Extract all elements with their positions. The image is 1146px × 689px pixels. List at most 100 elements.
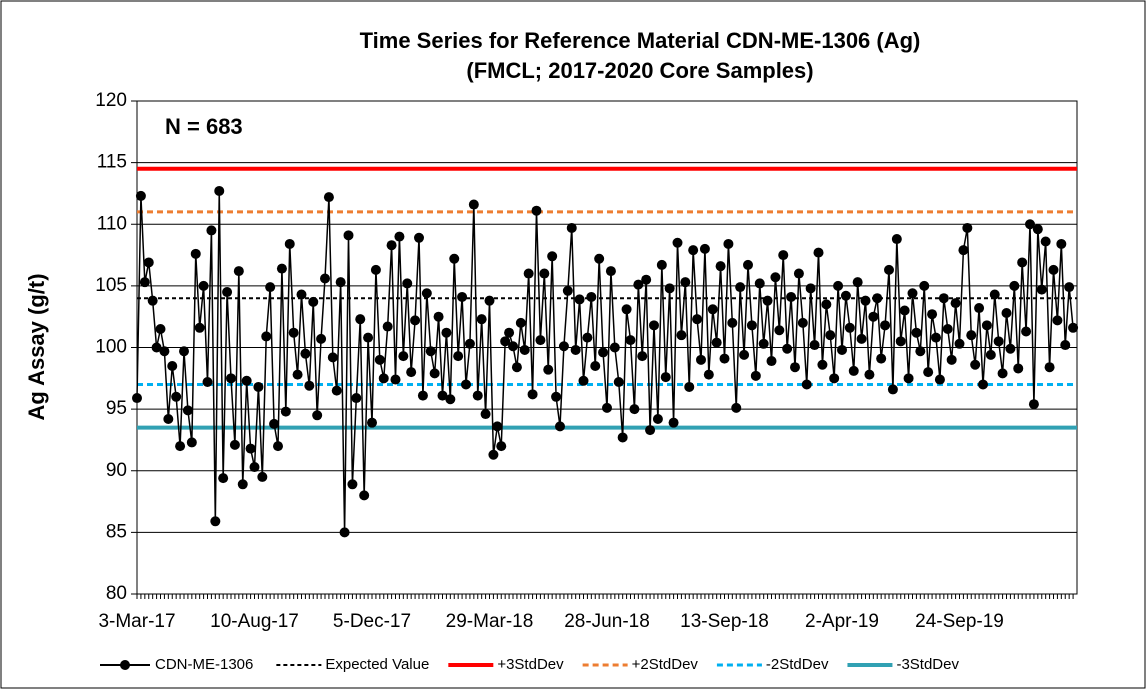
- data-point: [492, 421, 503, 432]
- data-point: [899, 305, 910, 316]
- data-point: [433, 311, 444, 322]
- data-point: [374, 354, 385, 365]
- data-point: [1052, 315, 1063, 326]
- x-tick-label: 10-Aug-17: [210, 611, 299, 632]
- data-point: [981, 320, 992, 331]
- data-point: [727, 317, 738, 328]
- data-point: [449, 253, 460, 264]
- data-point: [562, 285, 573, 296]
- data-point: [770, 272, 781, 283]
- data-point: [946, 354, 957, 365]
- data-point: [652, 413, 663, 424]
- data-point: [229, 439, 240, 450]
- data-point: [860, 295, 871, 306]
- data-point: [664, 283, 675, 294]
- data-point: [143, 257, 154, 268]
- data-point: [934, 374, 945, 385]
- legend-label: +2StdDev: [632, 656, 699, 673]
- data-point: [151, 342, 162, 353]
- data-point: [840, 290, 851, 301]
- data-point: [884, 264, 894, 275]
- data-point: [813, 247, 824, 258]
- data-point: [954, 338, 965, 349]
- data-point: [743, 259, 753, 270]
- data-point: [931, 332, 941, 343]
- data-point: [609, 342, 620, 353]
- data-point: [390, 374, 401, 385]
- data-point: [938, 293, 949, 304]
- data-point: [394, 231, 405, 242]
- data-point: [903, 373, 914, 384]
- data-point: [766, 356, 777, 367]
- data-point: [750, 370, 761, 381]
- data-point: [590, 360, 601, 371]
- data-point: [159, 346, 170, 357]
- data-point: [202, 377, 213, 388]
- data-point: [825, 330, 836, 341]
- data-point: [1048, 264, 1059, 275]
- y-tick-label: 100: [95, 337, 127, 358]
- data-point: [1013, 363, 1024, 374]
- data-point: [746, 320, 757, 331]
- data-point: [488, 449, 499, 460]
- data-point: [1060, 340, 1071, 351]
- data-point: [1068, 322, 1079, 333]
- data-point: [602, 402, 612, 413]
- chart-subtitle: (FMCL; 2017-2020 Core Samples): [466, 58, 813, 83]
- data-point: [629, 404, 640, 415]
- data-point: [461, 379, 471, 390]
- data-point: [139, 277, 150, 288]
- data-point: [476, 314, 487, 325]
- data-point: [676, 330, 687, 341]
- data-point: [327, 352, 338, 363]
- data-point: [457, 291, 468, 302]
- data-point: [535, 335, 546, 346]
- x-tick-label: 29-Mar-18: [446, 611, 534, 632]
- data-point: [891, 234, 902, 245]
- data-point: [594, 253, 605, 264]
- data-point: [190, 248, 201, 259]
- data-point: [1036, 284, 1047, 295]
- data-point: [504, 327, 515, 338]
- data-point: [656, 259, 667, 270]
- data-point: [707, 304, 718, 315]
- data-point: [558, 341, 569, 352]
- data-point: [496, 441, 507, 452]
- data-point: [472, 390, 483, 401]
- data-point: [464, 338, 475, 349]
- data-point: [864, 369, 875, 380]
- data-point: [214, 185, 225, 196]
- data-point: [566, 222, 577, 233]
- data-point: [527, 389, 538, 400]
- data-point: [351, 393, 362, 404]
- data-point: [993, 336, 1004, 347]
- data-point: [382, 321, 393, 332]
- data-point: [539, 268, 550, 279]
- data-point: [586, 291, 597, 302]
- data-point: [907, 288, 918, 299]
- x-tick-label: 5-Dec-17: [333, 611, 411, 632]
- data-point: [692, 314, 703, 325]
- data-point: [719, 353, 730, 364]
- data-point: [410, 315, 421, 326]
- data-point: [226, 373, 236, 384]
- data-point: [480, 409, 491, 420]
- data-point: [414, 232, 424, 243]
- data-point: [915, 346, 926, 357]
- data-point: [292, 369, 303, 380]
- data-point: [523, 268, 534, 279]
- data-point: [970, 359, 981, 370]
- data-point: [950, 298, 961, 309]
- data-point: [359, 490, 370, 501]
- data-point: [186, 437, 197, 448]
- data-point: [273, 441, 283, 452]
- data-point: [500, 336, 511, 347]
- data-point: [895, 336, 906, 347]
- x-tick-label: 24-Sep-19: [915, 611, 1004, 632]
- data-point: [370, 264, 381, 275]
- annotation: N = 683: [165, 114, 243, 139]
- x-tick-label: 28-Jun-18: [564, 611, 650, 632]
- data-point: [927, 309, 938, 320]
- data-point: [249, 462, 260, 473]
- data-point: [445, 394, 456, 405]
